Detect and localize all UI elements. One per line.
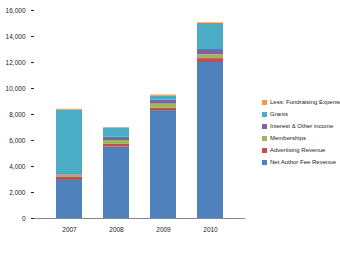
svg-text:16,000: 16,000 xyxy=(6,7,26,14)
svg-text:14,000: 14,000 xyxy=(6,33,26,40)
svg-text:6,000: 6,000 xyxy=(9,137,26,144)
html-text:Memberships: Memberships xyxy=(270,135,306,141)
svg-text:12,000: 12,000 xyxy=(6,59,26,66)
svg-text:2007: 2007 xyxy=(62,226,77,233)
svg-text:10,000: 10,000 xyxy=(6,85,26,92)
svg-text:4,000: 4,000 xyxy=(9,163,26,170)
html-text:Advertising Revenue: Advertising Revenue xyxy=(270,147,326,153)
html-text:Grants: Grants xyxy=(270,111,288,117)
svg-text:2008: 2008 xyxy=(109,226,124,233)
html-text:Interest & Other income: Interest & Other income xyxy=(270,123,334,129)
svg-text:0: 0 xyxy=(22,215,26,222)
svg-text:8,000: 8,000 xyxy=(9,111,26,118)
html-text:Net Author Fee Revenue: Net Author Fee Revenue xyxy=(270,159,336,165)
svg-text:2009: 2009 xyxy=(156,226,171,233)
svg-text:2010: 2010 xyxy=(203,226,218,233)
svg-text:2,000: 2,000 xyxy=(9,189,26,196)
